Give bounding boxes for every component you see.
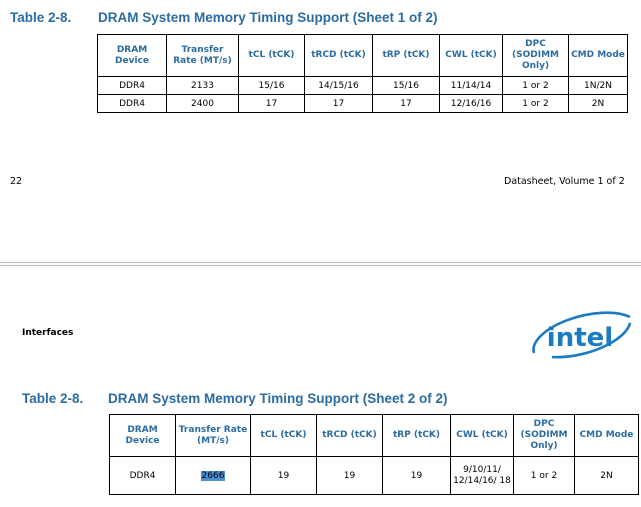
table-cell: 2133: [166, 76, 239, 95]
table-caption-sheet2: Table 2-8. DRAM System Memory Timing Sup…: [22, 391, 448, 406]
table-cell: 15/16: [372, 76, 440, 95]
table-cell: DDR4: [97, 94, 167, 113]
table-cell: 19: [250, 456, 317, 495]
table-cell: 19: [316, 456, 383, 495]
table-cell: 2N: [568, 94, 628, 113]
header-cell: CWL (tCK): [439, 34, 503, 77]
table-cell: 2666: [175, 456, 251, 495]
timing-table-sheet2: DRAM Device Transfer Rate (MT/s) tCL (tC…: [109, 414, 639, 495]
header-cell: DPC (SODIMM Only): [502, 34, 569, 77]
table-title: DRAM System Memory Timing Support (Sheet…: [108, 391, 448, 406]
document-label: Datasheet, Volume 1 of 2: [504, 176, 625, 187]
table-cell: 15/16: [238, 76, 305, 95]
table-cell: DDR4: [109, 456, 176, 495]
header-cell: CMD Mode: [574, 414, 639, 457]
table-row: DDR4 2666 19 19 19 9/10/11/ 12/14/16/ 18…: [109, 456, 639, 495]
header-cell: CMD Mode: [568, 34, 628, 77]
table-cell: 2400: [166, 94, 239, 113]
table-cell: 19: [382, 456, 451, 495]
header-cell: CWL (tCK): [450, 414, 514, 457]
table-header-row: DRAM Device Transfer Rate (MT/s) tCL (tC…: [97, 34, 628, 77]
intel-logo: intel: [532, 311, 632, 359]
header-cell: tRCD (tCK): [304, 34, 373, 77]
table-cell: 1 or 2: [502, 76, 569, 95]
table-cell: 17: [238, 94, 305, 113]
table-cell: 9/10/11/ 12/14/16/ 18: [450, 456, 514, 495]
header-cell: DPC (SODIMM Only): [513, 414, 575, 457]
header-cell: tRP (tCK): [382, 414, 451, 457]
table-number: Table 2-8.: [10, 10, 72, 25]
table-row: DDR4 2400 17 17 17 12/16/16 1 or 2 2N: [97, 94, 628, 113]
table-cell: 1 or 2: [513, 456, 575, 495]
section-header: Interfaces: [22, 328, 74, 338]
table-title: DRAM System Memory Timing Support (Sheet…: [98, 10, 438, 25]
header-cell: tCL (tCK): [250, 414, 317, 457]
highlighted-value: 2666: [200, 470, 226, 481]
table-caption-sheet1: Table 2-8. DRAM System Memory Timing Sup…: [10, 10, 438, 25]
header-cell: DRAM Device: [97, 34, 167, 77]
table-cell: 11/14/14: [439, 76, 503, 95]
header-cell: tCL (tCK): [238, 34, 305, 77]
table-cell: 2N: [574, 456, 639, 495]
table-cell: 14/15/16: [304, 76, 373, 95]
header-cell: tRP (tCK): [372, 34, 440, 77]
page-break-line: [0, 265, 641, 266]
header-cell: Transfer Rate (MT/s): [166, 34, 239, 77]
page-break-line: [0, 262, 641, 263]
table-row: DDR4 2133 15/16 14/15/16 15/16 11/14/14 …: [97, 76, 628, 95]
table-cell: 12/16/16: [439, 94, 503, 113]
table-cell: 17: [304, 94, 373, 113]
header-cell: DRAM Device: [109, 414, 176, 457]
page-number: 22: [10, 176, 23, 187]
table-cell: 1 or 2: [502, 94, 569, 113]
timing-table-sheet1: DRAM Device Transfer Rate (MT/s) tCL (tC…: [97, 34, 628, 113]
table-header-row: DRAM Device Transfer Rate (MT/s) tCL (tC…: [109, 414, 639, 457]
table-number: Table 2-8.: [22, 391, 84, 406]
header-cell: Transfer Rate (MT/s): [175, 414, 251, 457]
table-cell: DDR4: [97, 76, 167, 95]
svg-text:intel: intel: [547, 323, 613, 353]
table-cell: 1N/2N: [568, 76, 628, 95]
header-cell: tRCD (tCK): [316, 414, 383, 457]
table-cell: 17: [372, 94, 440, 113]
